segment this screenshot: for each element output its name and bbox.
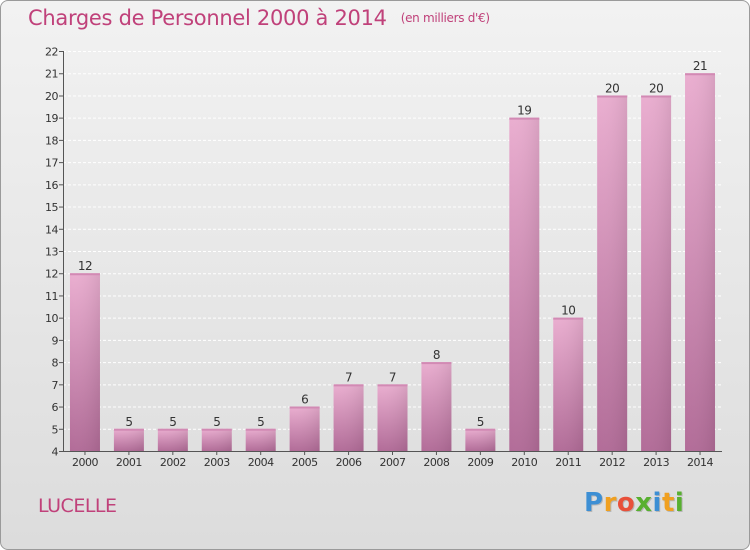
x-tick-label: 2000 bbox=[72, 456, 98, 469]
bar-shade bbox=[509, 117, 540, 452]
bar-shade bbox=[245, 428, 276, 451]
y-tick-label: 13 bbox=[45, 246, 58, 259]
y-tick-label: 10 bbox=[45, 312, 58, 325]
bar-value-label: 5 bbox=[477, 415, 484, 429]
y-tick-label: 19 bbox=[45, 112, 58, 125]
logo-letter: o bbox=[616, 488, 636, 518]
bar-shade bbox=[377, 384, 408, 451]
y-tick-label: 12 bbox=[45, 268, 58, 281]
bar-value-label: 7 bbox=[389, 370, 396, 384]
logo-letter: i bbox=[652, 488, 662, 518]
y-tick-label: 9 bbox=[52, 334, 59, 347]
bar-shade bbox=[113, 428, 144, 451]
x-tick-label: 2003 bbox=[204, 456, 230, 469]
bar-shade bbox=[553, 317, 584, 451]
bar-shade bbox=[333, 384, 364, 451]
chart-subtitle: (en milliers d'€) bbox=[400, 11, 490, 25]
bars-layer: 12 5 5 5 5 6 7 7 8 5 19 10 20 20 21 bbox=[69, 59, 716, 452]
proxiti-logo: Proxiti bbox=[584, 488, 684, 518]
x-tick-label: 2005 bbox=[292, 456, 318, 469]
x-tick-label: 2011 bbox=[555, 456, 581, 469]
y-tick-label: 5 bbox=[52, 423, 59, 436]
bar-shade bbox=[157, 428, 188, 451]
logo-letter: t bbox=[661, 488, 675, 518]
bar-shade bbox=[685, 73, 716, 451]
bar-value-label: 6 bbox=[301, 393, 308, 407]
y-tick-label: 8 bbox=[52, 357, 59, 370]
x-tick-label: 2012 bbox=[599, 456, 625, 469]
bar-value-label: 21 bbox=[693, 59, 707, 73]
x-tick-label: 2010 bbox=[511, 456, 537, 469]
x-tick-label: 2006 bbox=[336, 456, 362, 469]
bar-value-label: 8 bbox=[433, 348, 440, 362]
chart-title: Charges de Personnel 2000 à 2014 (en mill… bbox=[28, 6, 490, 30]
y-tick-label: 21 bbox=[45, 68, 58, 81]
y-tick-label: 15 bbox=[45, 201, 58, 214]
logo-letter: x bbox=[635, 488, 653, 518]
bar-shade bbox=[201, 428, 232, 451]
bar-value-label: 20 bbox=[649, 81, 663, 95]
y-tick-label: 18 bbox=[45, 134, 58, 147]
axis-layer: 4 5 6 7 8 9 10 11 12 13 14 15 16 17 18 19 20 21 22 2000 2001… bbox=[45, 46, 722, 469]
bar-shade bbox=[289, 406, 320, 451]
bar-shade bbox=[597, 95, 628, 451]
x-tick-label: 2001 bbox=[116, 456, 142, 469]
y-tick-label: 16 bbox=[45, 179, 58, 192]
bar-value-label: 12 bbox=[78, 259, 92, 273]
y-tick-label: 11 bbox=[45, 290, 58, 303]
chart-title-text: Charges de Personnel 2000 à 2014 bbox=[28, 6, 387, 30]
logo-letter: r bbox=[603, 488, 617, 518]
bar-value-label: 5 bbox=[213, 415, 220, 429]
y-tick-label: 7 bbox=[52, 379, 59, 392]
bar-shade bbox=[465, 428, 496, 451]
y-tick-label: 4 bbox=[52, 446, 59, 459]
logo-letter: P bbox=[584, 488, 604, 518]
bar-value-label: 10 bbox=[561, 304, 575, 318]
y-tick-label: 6 bbox=[52, 401, 59, 414]
bar-shade bbox=[69, 273, 100, 451]
x-tick-label: 2009 bbox=[467, 456, 493, 469]
x-tick-label: 2008 bbox=[423, 456, 449, 469]
x-tick-label: 2013 bbox=[643, 456, 669, 469]
x-tick-label: 2007 bbox=[380, 456, 406, 469]
x-tick-label: 2014 bbox=[687, 456, 713, 469]
y-tick-label: 14 bbox=[45, 223, 58, 236]
bar-value-label: 5 bbox=[257, 415, 264, 429]
bar-shade bbox=[421, 362, 452, 451]
x-tick-label: 2004 bbox=[248, 456, 274, 469]
bar-value-label: 5 bbox=[125, 415, 132, 429]
bar-value-label: 19 bbox=[517, 104, 531, 118]
bar-value-label: 20 bbox=[605, 81, 619, 95]
bar-value-label: 5 bbox=[169, 415, 176, 429]
x-tick-label: 2002 bbox=[160, 456, 186, 469]
logo-letter: i bbox=[674, 488, 685, 518]
y-tick-label: 17 bbox=[45, 157, 58, 170]
y-tick-label: 20 bbox=[45, 90, 58, 103]
commune-name: LUCELLE bbox=[38, 495, 117, 517]
bar-shade bbox=[641, 95, 672, 451]
bar-value-label: 7 bbox=[345, 370, 352, 384]
y-tick-label: 22 bbox=[45, 46, 58, 59]
